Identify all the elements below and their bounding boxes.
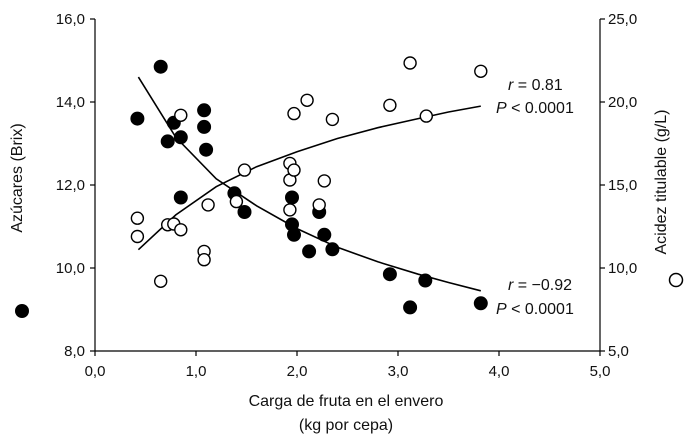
data-point-open xyxy=(383,98,397,113)
data-point-filled xyxy=(473,296,488,311)
annotation-open-r-var: r xyxy=(508,77,514,94)
data-point-open xyxy=(201,198,215,212)
data-point-filled xyxy=(237,205,252,219)
data-point-filled xyxy=(418,273,433,288)
data-point-filled xyxy=(302,244,317,259)
data-point-open xyxy=(237,163,252,177)
data-point-open xyxy=(403,56,417,70)
annotation-filled-r-var: r xyxy=(508,277,514,294)
data-point-open xyxy=(174,223,188,237)
data-points xyxy=(130,56,488,315)
data-point-open xyxy=(130,229,145,244)
y-left-tick-label: 10,0 xyxy=(56,260,85,277)
legend-filled-marker xyxy=(15,304,29,318)
data-point-open xyxy=(312,198,326,212)
x-tick-label: 5,0 xyxy=(590,363,611,380)
data-point-filled xyxy=(325,242,340,257)
annotation-filled-p-value: < 0.0001 xyxy=(507,301,574,318)
y-left-tick-label: 16,0 xyxy=(56,11,85,28)
annotation-filled-p: P < 0.0001 xyxy=(496,301,574,318)
y-right-tick-label: 10,0 xyxy=(608,260,637,277)
x-tick-label: 0,0 xyxy=(85,363,106,380)
x-tick-label: 3,0 xyxy=(388,363,409,380)
data-point-open xyxy=(153,274,168,288)
annotation-open-r-value: = 0.81 xyxy=(513,77,562,94)
y-right-tick-label: 25,0 xyxy=(608,11,637,28)
data-point-filled xyxy=(130,111,145,126)
legend-open-marker xyxy=(668,272,684,288)
axes: 0,0 1,0 2,0 3,0 4,0 5,0 8,0 10,0 12,0 14,0 16,0 5,0… xyxy=(56,11,637,380)
data-point-filled xyxy=(160,134,175,149)
data-point-filled xyxy=(317,227,332,242)
data-point-filled xyxy=(173,130,188,145)
annotation-filled-r: r = −0.92 xyxy=(508,277,572,294)
data-point-open xyxy=(300,93,314,108)
data-point-filled xyxy=(199,142,214,157)
y-right-tick-label: 5,0 xyxy=(608,343,629,360)
annotation-open-p-value: < 0.0001 xyxy=(507,100,574,117)
annotation-open-p-var: P xyxy=(496,100,507,117)
fit-curves xyxy=(137,76,481,292)
y-left-tick-label: 8,0 xyxy=(64,343,85,360)
y-left-tick-label: 14,0 xyxy=(56,94,85,111)
annotation-open-p: P < 0.0001 xyxy=(496,100,574,117)
data-point-open xyxy=(283,203,297,217)
annotation-filled-r-value: = −0.92 xyxy=(513,277,572,294)
fit-curve-filled-series xyxy=(137,76,481,292)
data-point-open xyxy=(474,64,488,79)
data-point-open xyxy=(419,109,433,123)
data-point-filled xyxy=(287,227,301,242)
y-right-axis-title: Acidez titulable (g/L) xyxy=(653,110,670,255)
data-point-open xyxy=(229,194,244,209)
annotation-filled-p-var: P xyxy=(496,301,507,318)
data-point-open xyxy=(287,163,301,177)
data-point-filled xyxy=(403,300,418,315)
data-point-open xyxy=(174,108,188,123)
data-point-filled xyxy=(153,59,168,74)
y-left-tick-label: 12,0 xyxy=(56,177,85,194)
data-point-open xyxy=(287,106,301,121)
data-point-filled xyxy=(285,190,299,205)
data-point-open xyxy=(317,174,331,188)
data-point-filled xyxy=(173,190,188,205)
x-axis-title-line-1: Carga de fruta en el envero xyxy=(249,393,444,410)
data-point-filled xyxy=(197,103,212,118)
y-right-tick-label: 20,0 xyxy=(608,94,637,111)
x-tick-label: 2,0 xyxy=(287,363,308,380)
fit-curve-open-series xyxy=(137,105,481,251)
data-point-filled xyxy=(382,267,397,282)
data-point-open xyxy=(130,211,145,225)
y-left-axis-title: Azúcares (Brix) xyxy=(9,123,26,232)
x-tick-label: 1,0 xyxy=(186,363,207,380)
data-point-open xyxy=(197,253,211,267)
annotation-open-r: r = 0.81 xyxy=(508,77,563,94)
y-right-tick-label: 15,0 xyxy=(608,177,637,194)
x-tick-label: 4,0 xyxy=(489,363,510,380)
data-point-filled xyxy=(197,119,212,134)
data-point-open xyxy=(325,112,340,127)
x-axis-title-line-2: (kg por cepa) xyxy=(299,417,393,434)
